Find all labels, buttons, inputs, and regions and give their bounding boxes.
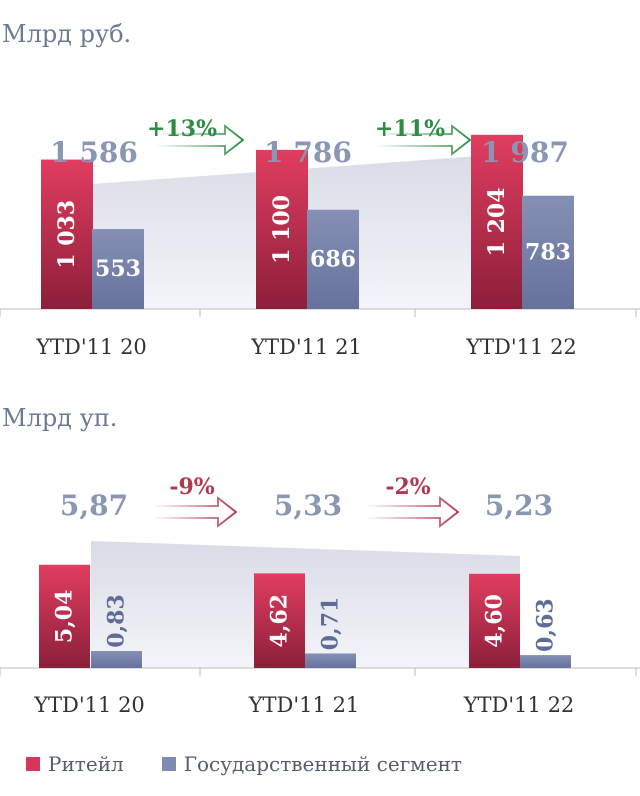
chart1-unit-label: Млрд руб.	[2, 20, 132, 48]
chart2-total-label-2: 5,23	[485, 489, 553, 522]
chart1-category-label-0: YTD'11 20	[35, 335, 147, 359]
chart1-label-retail-0: 1 033	[54, 200, 80, 269]
chart1-total-label-1: 1 786	[264, 136, 352, 169]
chart2-label-retail-1: 4,62	[267, 594, 293, 648]
chart1-label-retail-2: 1 204	[484, 187, 510, 256]
chart2-unit-label: Млрд уп.	[2, 404, 118, 432]
chart1-bar-gov-0	[92, 229, 144, 309]
chart2-label-gov-0: 0,83	[104, 594, 130, 648]
chart2-label-retail-0: 5,04	[52, 590, 78, 644]
chart1-label-retail-1: 1 100	[269, 195, 295, 264]
chart2-category-label-1: YTD'11 21	[248, 693, 360, 717]
legend-label-retail: Ритейл	[48, 752, 124, 776]
chart2-growth-arrow-1	[365, 496, 460, 528]
chart1-bar-retail-2	[471, 134, 523, 309]
chart2-bar-retail-2	[469, 573, 520, 668]
chart1-bar-retail-0	[41, 159, 93, 309]
chart2-total-area	[91, 541, 520, 668]
chart1-growth-arrow-1	[374, 124, 472, 156]
chart2-bar-retail-0	[39, 564, 90, 668]
chart2-label-gov-2: 0,63	[533, 598, 559, 652]
chart1-bar-retail-1	[256, 149, 308, 309]
legend-swatch-retail	[26, 757, 40, 771]
legend-item-gov: Государственный сегмент	[161, 752, 462, 776]
legend: Ритейл Государственный сегмент	[26, 752, 500, 776]
chart1-label-gov-0: 553	[95, 256, 141, 282]
legend-swatch-gov	[161, 757, 176, 771]
chart1-total-label-2: 1 987	[481, 136, 569, 169]
chart2-bar-retail-1	[254, 573, 305, 668]
chart2-label-retail-2: 4,60	[482, 594, 508, 648]
chart1-category-label-2: YTD'11 22	[465, 335, 577, 359]
chart1-label-gov-1: 686	[310, 246, 356, 272]
chart2-label-gov-1: 0,71	[318, 597, 344, 651]
chart2-growth-arrow-0	[151, 496, 238, 528]
chart1-bar-gov-2	[522, 195, 574, 309]
chart2-growth-label-0: -9%	[169, 474, 214, 500]
chart2-total-label-1: 5,33	[274, 489, 342, 522]
chart1-growth-label-1: +11%	[375, 116, 445, 142]
chart1-total-label-0: 1 586	[50, 136, 138, 169]
chart2-bar-gov-0	[91, 651, 142, 668]
chart1-bar-gov-1	[307, 209, 359, 309]
chart1-growth-arrow-0	[154, 124, 245, 156]
chart2-growth-label-1: -2%	[385, 474, 430, 500]
chart1-label-gov-2: 783	[525, 239, 571, 265]
chart1-category-label-1: YTD'11 21	[250, 335, 362, 359]
chart1-growth-label-0: +13%	[147, 116, 217, 142]
chart2-bar-gov-2	[520, 655, 571, 668]
chart2-category-label-0: YTD'11 20	[33, 693, 145, 717]
legend-item-retail: Ритейл	[26, 752, 124, 776]
legend-label-gov: Государственный сегмент	[183, 752, 462, 776]
chart2-bar-gov-1	[305, 653, 356, 668]
chart2-category-label-2: YTD'11 22	[463, 693, 575, 717]
chart2-total-label-0: 5,87	[60, 489, 128, 522]
